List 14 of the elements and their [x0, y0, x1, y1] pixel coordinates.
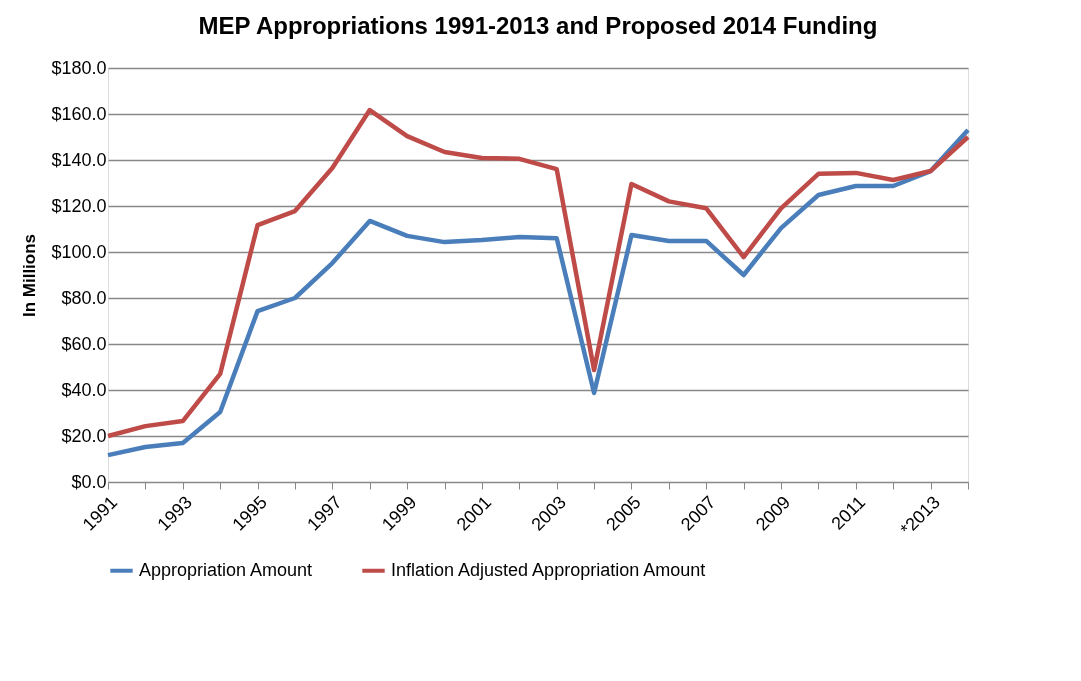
chart-title: MEP Appropriations 1991-2013 and Proposed 2014 Funding: [198, 12, 878, 39]
y-tick-label: $60.0: [61, 333, 107, 354]
legend-label: Appropriation Amount: [139, 559, 313, 580]
y-tick-label: $80.0: [61, 287, 107, 308]
y-tick-label: $20.0: [61, 425, 107, 446]
y-axis-title: In Millions: [20, 233, 40, 318]
y-tick-label: $0.0: [71, 471, 107, 492]
y-tick-label: $120.0: [51, 195, 107, 216]
y-tick-label: $140.0: [51, 149, 107, 170]
y-tick-label: $40.0: [61, 379, 107, 400]
y-tick-label: $180.0: [51, 57, 107, 78]
y-tick-label: $160.0: [51, 103, 107, 124]
legend-label: Inflation Adjusted Appropriation Amount: [391, 559, 706, 580]
y-tick-label: $100.0: [51, 241, 107, 262]
